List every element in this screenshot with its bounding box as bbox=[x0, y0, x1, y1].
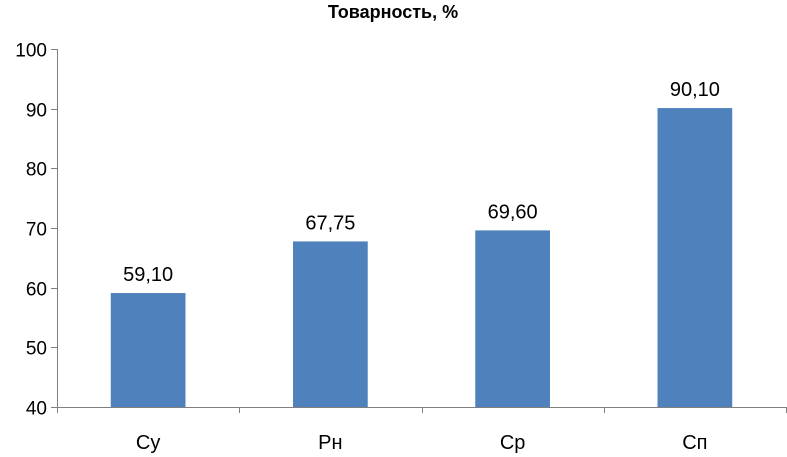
data-label: 90,10 bbox=[670, 79, 720, 101]
x-category-label: Рн bbox=[318, 432, 342, 454]
x-axis: Су Рн Ср Сп bbox=[57, 407, 787, 454]
bar-3 bbox=[475, 230, 550, 407]
y-tick-label: 90 bbox=[26, 101, 47, 122]
y-tick-label: 60 bbox=[26, 280, 47, 301]
bars bbox=[110, 108, 733, 407]
data-labels: 59,10 67,75 69,60 90,10 bbox=[123, 79, 720, 286]
x-category-label: Су bbox=[136, 432, 160, 454]
y-tick-label: 50 bbox=[26, 339, 47, 360]
data-label: 59,10 bbox=[123, 264, 173, 286]
y-tick-label: 100 bbox=[15, 41, 47, 62]
y-tick-label: 70 bbox=[26, 220, 47, 241]
chart-title: Товарность, % bbox=[328, 2, 458, 22]
bar-2 bbox=[293, 241, 368, 407]
y-tick-label: 40 bbox=[26, 399, 47, 420]
y-axis: 40 50 60 70 80 90 100 bbox=[15, 41, 58, 420]
x-category-label: Ср bbox=[500, 432, 526, 454]
y-tick-label: 80 bbox=[26, 160, 47, 181]
data-label: 69,60 bbox=[488, 201, 538, 223]
x-category-label: Сп bbox=[682, 432, 707, 454]
bar-4 bbox=[657, 108, 733, 407]
bar-1 bbox=[110, 293, 186, 407]
data-label: 67,75 bbox=[305, 212, 355, 234]
